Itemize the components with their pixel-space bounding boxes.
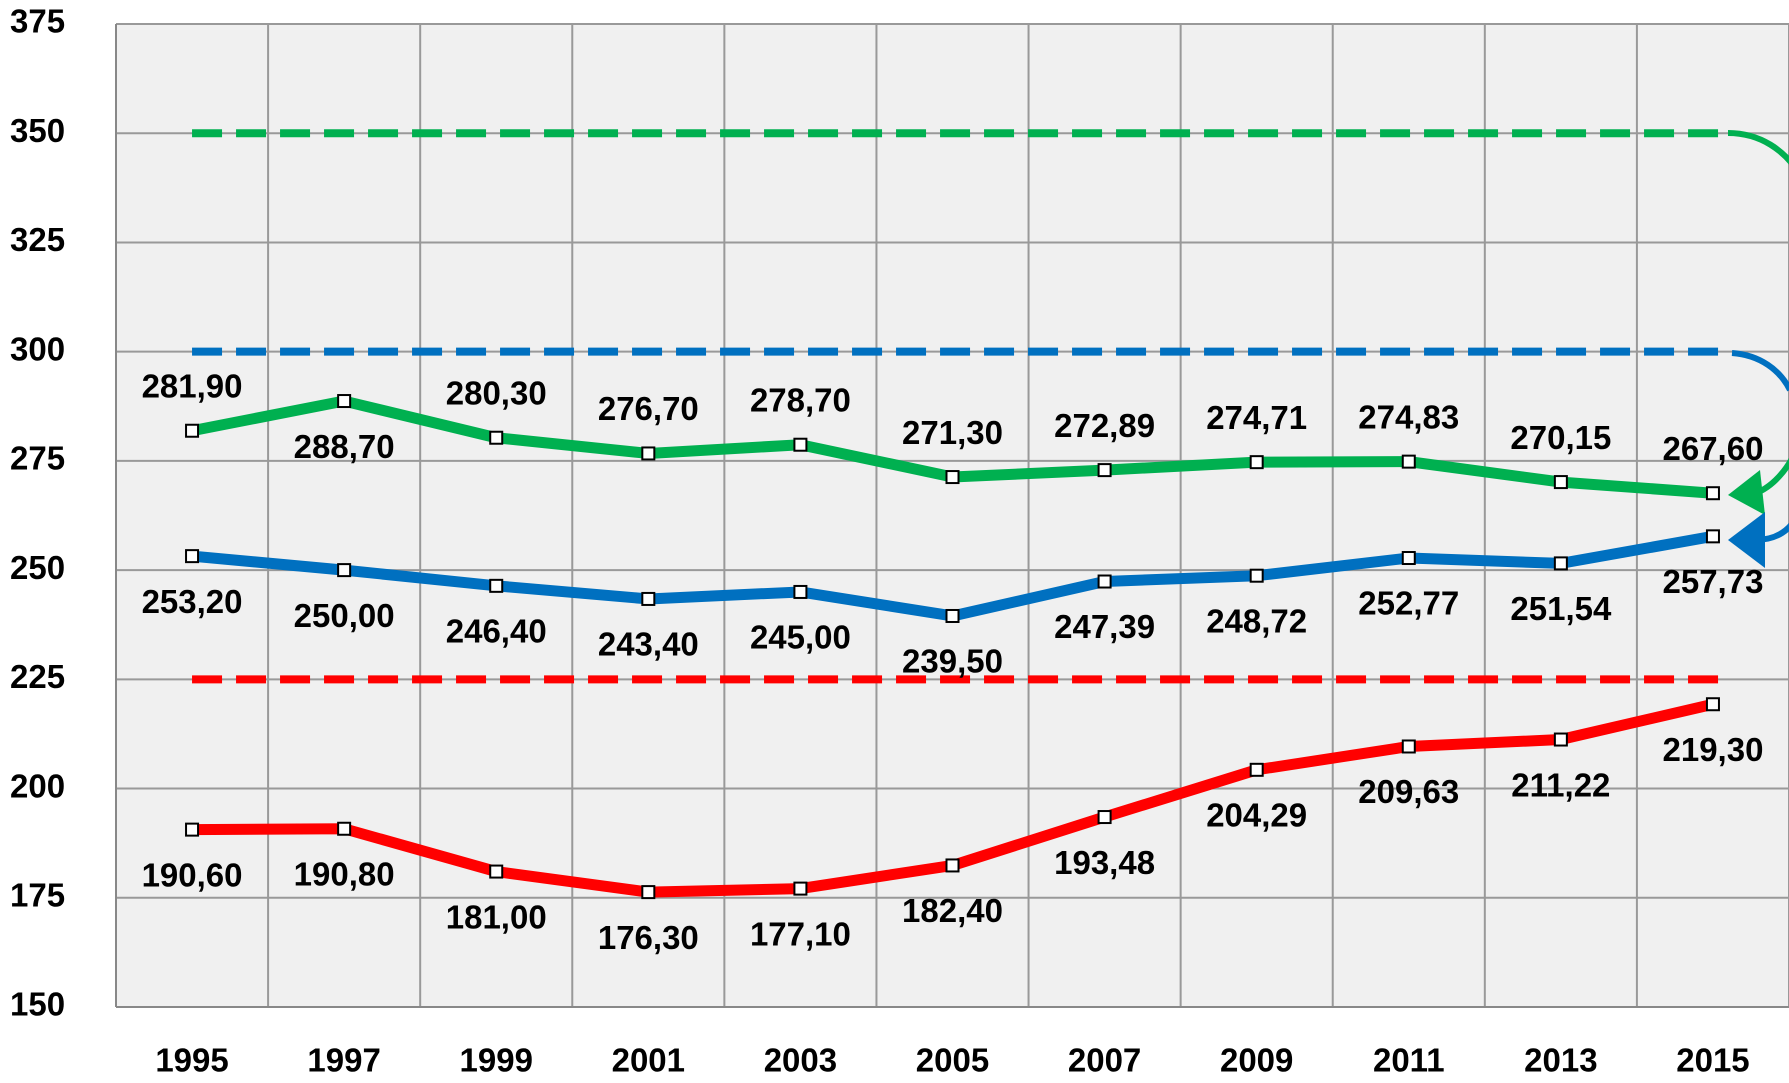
point-marker xyxy=(1401,454,1416,469)
point-marker xyxy=(489,430,504,445)
x-tick-label: 2007 xyxy=(1068,1042,1141,1079)
arrow-head xyxy=(1728,512,1765,568)
value-label: 177,10 xyxy=(750,915,851,952)
y-tick-label: 350 xyxy=(10,112,65,149)
value-label: 250,00 xyxy=(294,597,395,634)
y-tick-label: 250 xyxy=(10,549,65,586)
point-marker xyxy=(337,821,352,836)
point-marker xyxy=(793,584,808,599)
value-label: 239,50 xyxy=(902,643,1003,680)
point-marker xyxy=(641,446,656,461)
y-tick-label: 150 xyxy=(10,986,65,1023)
x-tick-label: 1997 xyxy=(307,1042,380,1079)
y-tick-label: 200 xyxy=(10,767,65,804)
value-label: 247,39 xyxy=(1054,608,1155,645)
point-marker xyxy=(1249,762,1264,777)
point-marker xyxy=(1097,810,1112,825)
value-label: 204,29 xyxy=(1206,797,1307,834)
value-label: 253,20 xyxy=(142,583,243,620)
arrow-curve xyxy=(1727,130,1789,165)
value-label: 280,30 xyxy=(446,374,547,411)
y-tick-label: 225 xyxy=(10,658,65,695)
point-marker xyxy=(185,822,200,837)
value-label: 211,22 xyxy=(1511,766,1610,803)
value-label: 278,70 xyxy=(750,381,851,418)
x-tick-label: 1999 xyxy=(460,1042,533,1079)
value-label: 271,30 xyxy=(902,414,1003,451)
y-tick-label: 275 xyxy=(10,440,65,477)
value-label: 243,40 xyxy=(598,626,699,663)
value-label: 257,73 xyxy=(1662,563,1763,600)
point-marker xyxy=(945,470,960,485)
point-marker xyxy=(1249,455,1264,470)
point-marker xyxy=(185,423,200,438)
point-marker xyxy=(1097,463,1112,478)
point-marker xyxy=(1705,697,1720,712)
point-marker xyxy=(793,881,808,896)
point-marker xyxy=(793,437,808,452)
point-marker xyxy=(1553,475,1568,490)
value-label: 246,40 xyxy=(446,613,547,650)
value-label: 248,72 xyxy=(1206,602,1307,639)
point-marker xyxy=(945,608,960,623)
x-tick-label: 2013 xyxy=(1524,1042,1597,1079)
point-marker xyxy=(641,885,656,900)
value-label: 176,30 xyxy=(598,919,699,956)
point-marker xyxy=(489,578,504,593)
y-tick-label: 300 xyxy=(10,330,65,367)
x-tick-label: 2003 xyxy=(764,1042,837,1079)
point-marker xyxy=(1553,556,1568,571)
point-marker xyxy=(489,864,504,879)
value-label: 267,60 xyxy=(1662,430,1763,467)
point-marker xyxy=(1705,529,1720,544)
x-tick-label: 2011 xyxy=(1373,1042,1445,1079)
point-marker xyxy=(1705,486,1720,501)
value-label: 182,40 xyxy=(902,892,1003,929)
point-marker xyxy=(185,549,200,564)
value-label: 252,77 xyxy=(1358,585,1459,622)
value-label: 276,70 xyxy=(598,390,699,427)
value-label: 181,00 xyxy=(446,898,547,935)
point-marker xyxy=(337,563,352,578)
value-label: 190,80 xyxy=(294,855,395,892)
point-marker xyxy=(337,394,352,409)
value-label: 219,30 xyxy=(1662,731,1763,768)
x-tick-label: 2009 xyxy=(1220,1042,1293,1079)
value-label: 272,89 xyxy=(1054,407,1155,444)
arrows xyxy=(1727,130,1789,568)
value-label: 190,60 xyxy=(142,856,243,893)
point-marker xyxy=(641,591,656,606)
x-tick-label: 2015 xyxy=(1676,1042,1749,1079)
value-label: 274,83 xyxy=(1358,398,1459,435)
point-marker xyxy=(945,858,960,873)
point-marker xyxy=(1097,574,1112,589)
value-label: 193,48 xyxy=(1054,844,1155,881)
x-tick-label: 2001 xyxy=(612,1042,685,1079)
y-tick-label: 325 xyxy=(10,221,65,258)
point-marker xyxy=(1401,551,1416,566)
arrow-curve xyxy=(1731,350,1789,392)
value-label: 274,71 xyxy=(1206,399,1307,436)
value-label: 281,90 xyxy=(142,367,243,404)
value-label: 270,15 xyxy=(1510,419,1611,456)
value-label: 209,63 xyxy=(1358,773,1459,810)
point-marker xyxy=(1249,568,1264,583)
x-tick-label: 1995 xyxy=(155,1042,228,1079)
point-marker xyxy=(1401,739,1416,754)
point-marker xyxy=(1553,732,1568,747)
value-label: 251,54 xyxy=(1510,590,1612,627)
y-tick-label: 175 xyxy=(10,876,65,913)
x-tick-label: 2005 xyxy=(916,1042,989,1079)
arrow-head xyxy=(1728,470,1765,515)
value-label: 245,00 xyxy=(750,619,851,656)
y-tick-label: 375 xyxy=(10,3,65,40)
value-label: 288,70 xyxy=(294,428,395,465)
reference-lines xyxy=(192,129,1721,684)
